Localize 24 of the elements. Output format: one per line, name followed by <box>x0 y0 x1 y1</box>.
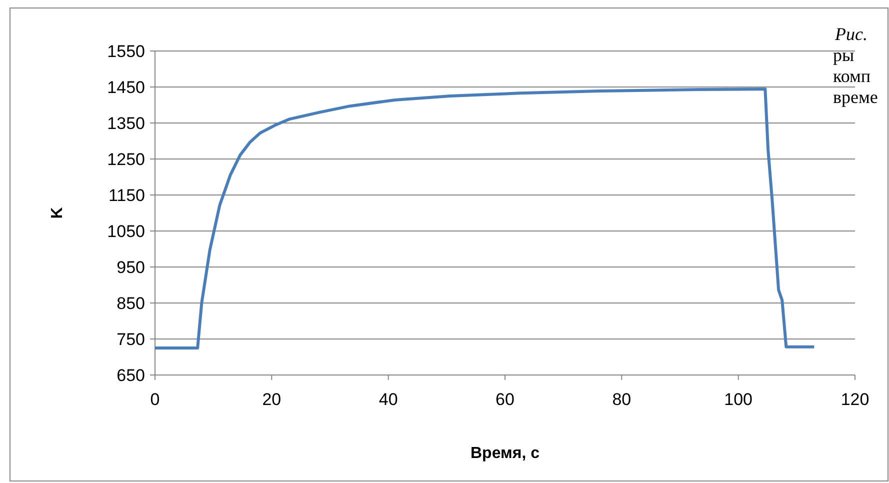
x-tick-label: 40 <box>378 390 398 409</box>
y-tick-label: 950 <box>116 258 145 277</box>
y-tick-label: 1150 <box>108 186 145 205</box>
x-tick-label: 80 <box>612 390 632 409</box>
y-tick-label: 1050 <box>107 222 145 241</box>
x-tick-label: 20 <box>262 390 282 409</box>
y-tick-label: 650 <box>116 366 145 385</box>
x-axis-title: Время, с <box>470 445 540 462</box>
y-tick-label: 1350 <box>107 114 145 133</box>
y-axis-title: K <box>49 206 66 219</box>
y-tick-label: 750 <box>116 330 145 349</box>
y-tick-label: 1450 <box>107 78 145 97</box>
annotation: време <box>833 87 878 107</box>
line-series <box>154 88 816 350</box>
x-tick-label: 100 <box>724 390 753 409</box>
annotation: комп <box>833 66 871 86</box>
y-tick-label: 1550 <box>107 42 145 61</box>
annotation: ры <box>833 45 854 65</box>
x-tick-label: 0 <box>150 390 160 409</box>
x-tick-label: 60 <box>496 390 514 409</box>
y-tick-label: 1250 <box>107 150 145 169</box>
x-tick-label: 120 <box>840 390 870 409</box>
y-tick-label: 850 <box>116 294 145 313</box>
text: Рис. <box>834 24 868 44</box>
